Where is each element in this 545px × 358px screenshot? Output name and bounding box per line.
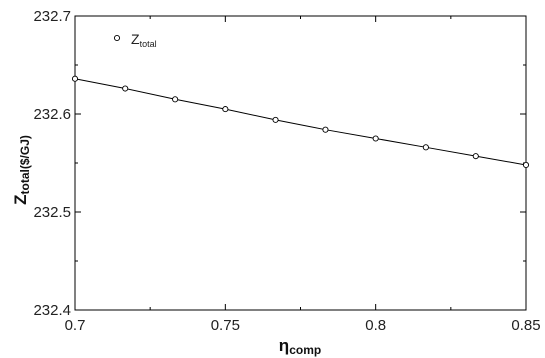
data-point (172, 96, 179, 103)
legend: Ztotal (113, 31, 157, 49)
y-axis-title: Ztotal($/GJ) (11, 135, 32, 205)
x-tick-label: 0.7 (65, 317, 86, 334)
series-line (74, 78, 527, 166)
y-axis-title-main: Z (11, 194, 30, 204)
y-tick-label: 232.5 (33, 204, 71, 221)
data-point (422, 144, 429, 151)
axis-ticks (74, 15, 527, 311)
data-point (372, 135, 379, 142)
x-axis-title: ηcomp (279, 336, 321, 357)
data-point (272, 116, 279, 123)
x-tick-label: 0.75 (211, 317, 240, 334)
data-point (122, 85, 129, 92)
legend-marker (113, 34, 121, 42)
y-tick-label: 232.4 (33, 302, 71, 319)
x-tick-label: 0.8 (365, 317, 386, 334)
data-point (71, 75, 79, 82)
tick-labels: 0.7 0.75 0.8 0.85 232.4 232.5 232.6 232.7 (33, 8, 540, 334)
legend-label: Ztotal (131, 31, 157, 49)
x-axis-title-sub: comp (289, 343, 321, 357)
legend-label-sub: total (140, 39, 157, 49)
y-axis-title-sub: total($/GJ) (18, 135, 32, 194)
series-layer (71, 75, 530, 169)
data-point (322, 126, 329, 133)
x-axis-title-main: η (279, 336, 289, 355)
x-tick-label: 0.85 (511, 317, 540, 334)
data-point (522, 161, 530, 169)
plot-frame (74, 15, 527, 311)
data-point (222, 106, 229, 113)
data-point (472, 153, 479, 160)
legend-label-main: Z (131, 31, 140, 47)
y-tick-label: 232.6 (33, 106, 71, 123)
y-tick-label: 232.7 (33, 8, 71, 25)
